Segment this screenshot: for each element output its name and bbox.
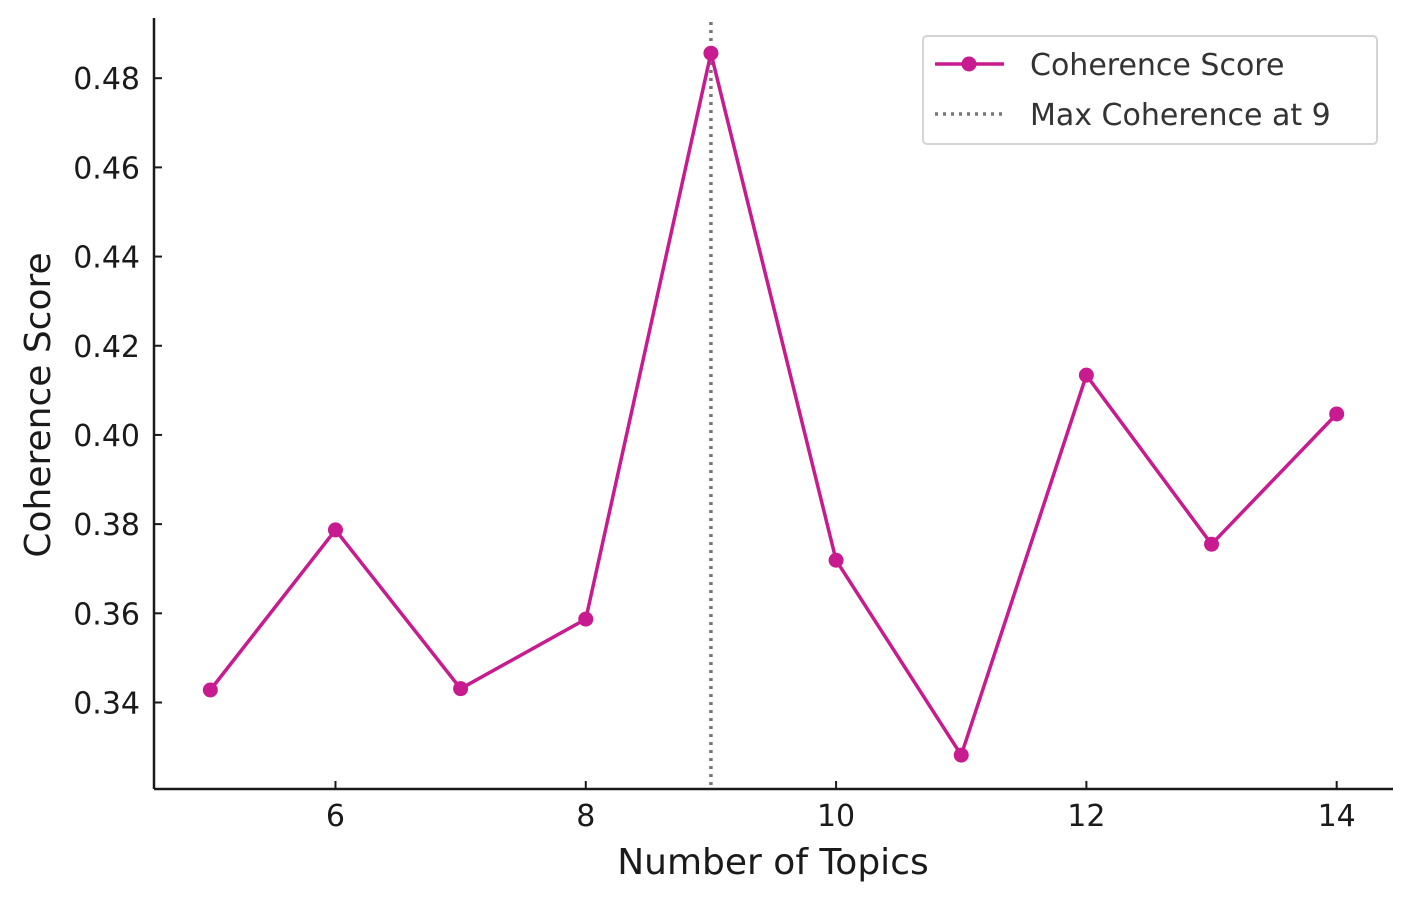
- coherence-series-line: [208, 51, 1338, 757]
- y-tick-label: 0.46: [73, 151, 140, 186]
- y-tick-label: 0.48: [73, 62, 140, 97]
- x-tick-label: 12: [1067, 799, 1105, 834]
- data-point: [828, 552, 844, 568]
- x-tick-label: 14: [1318, 799, 1356, 834]
- data-point: [953, 747, 969, 763]
- y-tick-label: 0.42: [73, 330, 140, 365]
- y-axis-title: Coherence Score: [18, 252, 59, 557]
- y-tick-label: 0.40: [73, 419, 140, 454]
- data-point: [327, 522, 343, 538]
- legend-label-coherence: Coherence Score: [1030, 48, 1284, 83]
- y-tick-label: 0.36: [73, 597, 140, 632]
- y-tick-label: 0.34: [73, 686, 140, 721]
- tick-layer: 6 8 10 12 14 0.34 0.36 0.38 0.40 0.42 0.44 0.46 0.48: [73, 62, 1356, 834]
- legend-items: Coherence Score Max Coherence at 9: [935, 48, 1331, 133]
- y-tick-label: 0.44: [73, 241, 140, 276]
- data-point: [202, 682, 218, 698]
- legend-marker-icon: [961, 56, 977, 72]
- data-point: [1078, 367, 1094, 383]
- data-point: [1204, 536, 1220, 552]
- data-point: [453, 681, 469, 697]
- data-point: [703, 45, 719, 61]
- series-layer: [202, 45, 1345, 763]
- legend-frame: [922, 35, 1378, 145]
- data-point: [1329, 406, 1345, 422]
- axes: [152, 18, 1393, 791]
- x-axis-title: Number of Topics: [617, 842, 929, 883]
- y-tick-label: 0.38: [73, 508, 140, 543]
- x-tick-label: 10: [817, 799, 855, 834]
- legend-label-max: Max Coherence at 9: [1030, 98, 1331, 133]
- x-tick-label: 6: [326, 799, 345, 834]
- x-tick-label: 8: [576, 799, 595, 834]
- data-point: [578, 611, 594, 627]
- legend: Coherence Score Max Coherence at 9: [922, 35, 1378, 145]
